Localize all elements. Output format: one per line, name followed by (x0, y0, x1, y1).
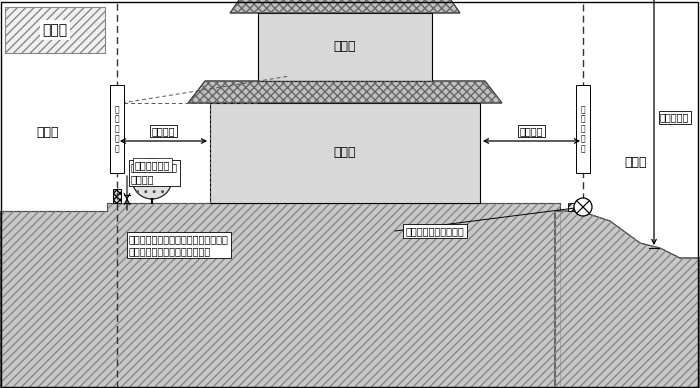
Text: １ｍ以上: １ｍ以上 (152, 126, 175, 136)
Text: 隣
地
境
界
線: 隣 地 境 界 線 (581, 105, 585, 153)
Circle shape (132, 159, 172, 199)
Text: １　階: １ 階 (334, 147, 356, 159)
Text: 道
路
境
界
線: 道 路 境 界 線 (115, 105, 119, 153)
Polygon shape (113, 189, 121, 203)
Circle shape (574, 198, 592, 216)
Polygon shape (258, 13, 432, 81)
Text: １ｍ以上: １ｍ以上 (519, 126, 543, 136)
Text: 道路側は生垣: 道路側は生垣 (135, 160, 170, 170)
Text: 軒高２．３ｍ以下
（物置）: 軒高２．３ｍ以下 （物置） (131, 162, 178, 184)
Text: １０ｍ以下: １０ｍ以下 (660, 113, 689, 123)
Text: 道　路: 道 路 (36, 126, 60, 140)
Polygon shape (0, 203, 560, 388)
Text: ブロック等見通しのきかないものは、
８０ｃｍ以下（隣地側も同じ）: ブロック等見通しのきかないものは、 ８０ｃｍ以下（隣地側も同じ） (129, 234, 229, 256)
Text: 隣　地: 隣 地 (624, 156, 648, 170)
Polygon shape (555, 211, 700, 388)
Polygon shape (110, 85, 124, 173)
Polygon shape (576, 85, 590, 173)
Text: 立面図: 立面図 (43, 23, 68, 37)
Text: ２　階: ２ 階 (334, 40, 356, 54)
Text: スラブは、つくれない: スラブは、つくれない (405, 226, 464, 236)
Polygon shape (230, 0, 460, 13)
Polygon shape (210, 103, 480, 203)
Polygon shape (568, 203, 586, 211)
Polygon shape (5, 7, 105, 53)
Polygon shape (188, 81, 502, 103)
